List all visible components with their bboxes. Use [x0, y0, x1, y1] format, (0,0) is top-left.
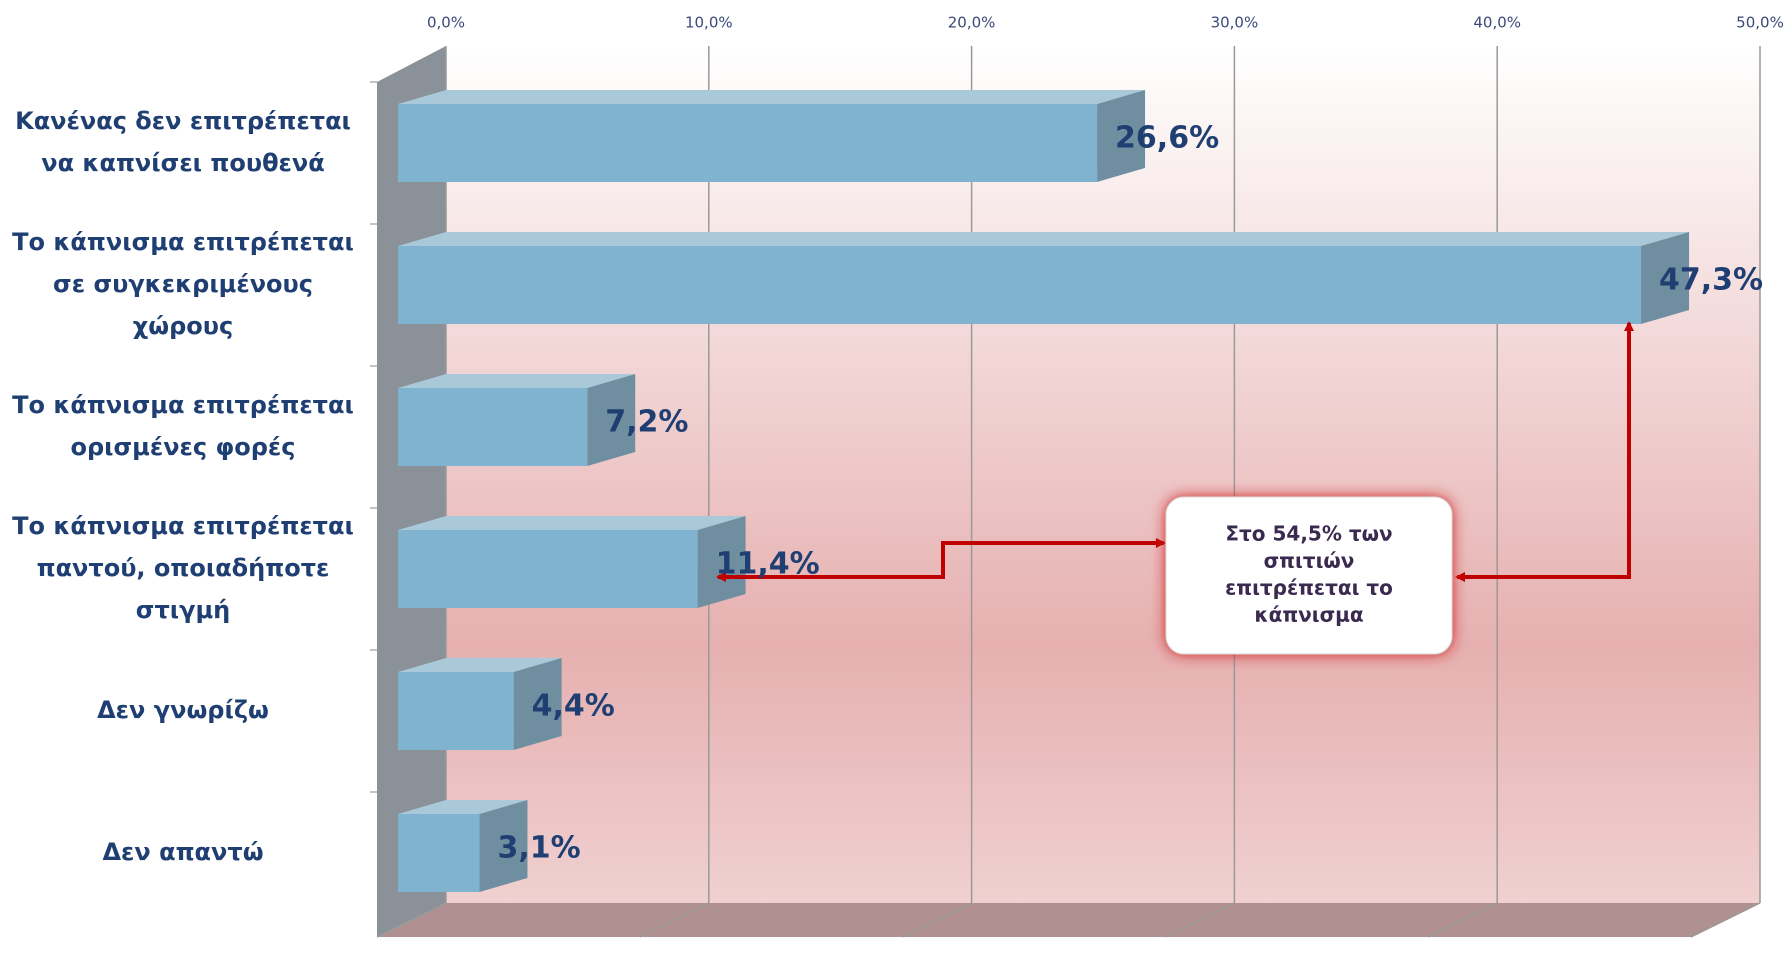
annotation-box [1165, 496, 1453, 655]
bar-top [398, 90, 1146, 104]
bar-front [398, 530, 698, 608]
annotation: Στο 54,5% των σπιτιών επιτρέπεται το κάπνισ… [716, 321, 1634, 655]
value-label: 26,6% [1115, 121, 1219, 156]
arrow [716, 538, 1166, 582]
bar-front [398, 672, 514, 750]
floor [377, 903, 1760, 937]
value-label: 7,2% [605, 405, 688, 440]
y-tick-label: Κανένας δεν επιτρέπεται να καπνίσει πουθε… [15, 107, 351, 177]
bar-side [479, 800, 528, 892]
bar [398, 232, 1690, 324]
x-tick-label: 0,0% [427, 14, 465, 32]
y-tick-label: Δεν απαντώ [102, 838, 263, 866]
bar-side [513, 658, 562, 750]
bar [398, 800, 528, 892]
bar-front [398, 388, 588, 466]
x-tick-label: 30,0% [1211, 14, 1259, 32]
bar-front [398, 104, 1098, 182]
y-tick-label: Το κάπνισμα επιτρέπεται ορισμένες φορές [12, 391, 354, 461]
y-tick-label: Το κάπνισμα επιτρέπεται παντού, οποιαδήπο… [12, 512, 354, 624]
value-label: 47,3% [1659, 263, 1763, 298]
x-tick-label: 10,0% [685, 14, 733, 32]
value-label: 11,4% [716, 547, 820, 582]
annotation-text: Στο 54,5% των σπιτιών επιτρέπεται το κάπνισ… [1225, 521, 1393, 626]
value-label: 4,4% [532, 689, 615, 724]
grid-line [639, 902, 710, 938]
bar-top [398, 374, 636, 388]
x-tick-label: 40,0% [1473, 14, 1521, 32]
value-label: 3,1% [497, 831, 580, 866]
bar-top [398, 516, 746, 530]
bar-front [398, 814, 480, 892]
bar-side [1097, 90, 1146, 182]
grid-line [902, 902, 972, 938]
bar [398, 658, 562, 750]
bar-top [398, 658, 562, 672]
arrow [1455, 321, 1634, 582]
y-tick-label: Δεν γνωρίζω [97, 696, 269, 724]
grid-line [1690, 902, 1761, 938]
bar [398, 90, 1146, 182]
x-tick-label: 20,0% [948, 14, 996, 32]
bar-top [398, 232, 1690, 246]
bar-side [587, 374, 636, 466]
grid-line [1427, 902, 1498, 938]
y-tick-label: Το κάπνισμα επιτρέπεται σε συγκεκριμένους… [12, 228, 354, 340]
bar-front [398, 246, 1642, 324]
bar-side [1641, 232, 1690, 324]
bar [398, 516, 746, 608]
bar-top [398, 800, 528, 814]
grid-line [376, 902, 447, 938]
grid-line [1165, 902, 1235, 938]
bar [398, 374, 636, 466]
x-tick-label: 50,0% [1736, 14, 1784, 32]
